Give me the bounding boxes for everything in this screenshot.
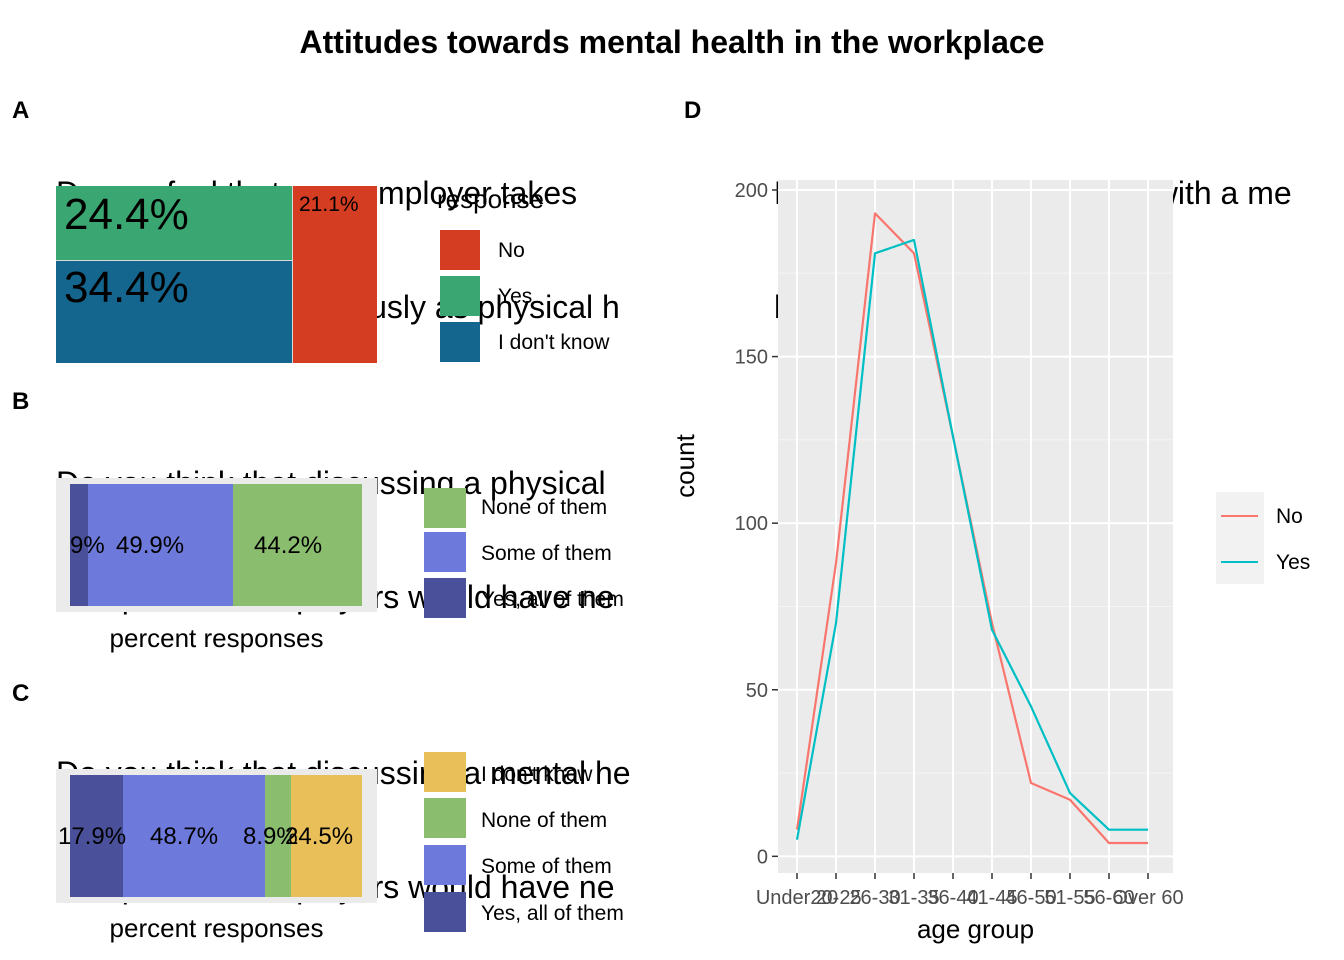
legend-a-key-no [440, 230, 480, 270]
x-tick-label: 41-45 [966, 887, 1017, 909]
x-tick-label: Over 60 [1112, 887, 1183, 909]
bar-c-label-some: 48.7% [150, 823, 219, 850]
y-tick-label: 0 [757, 846, 768, 868]
bar-c-label-none: 8.9% [243, 823, 298, 850]
legend-b-key-some [424, 532, 466, 572]
treemap-tile-no: 21.1% [293, 186, 377, 363]
bar-c-yes-all [70, 775, 123, 897]
legend-d-key-no [1221, 515, 1258, 517]
bar-b-none [233, 484, 362, 606]
panel-d-plot-bg [778, 180, 1173, 873]
x-tick-label: 31-35 [888, 887, 939, 909]
x-tick-label: 56-60 [1083, 887, 1134, 909]
legend-b-key-all [424, 578, 466, 618]
legend-a-label-idk: I don't know [498, 331, 610, 354]
bar-b-some [88, 484, 233, 606]
x-tick-label: 51-55 [1044, 887, 1095, 909]
treemap-tile-idk: 34.4% [56, 261, 293, 363]
legend-c-label-none: None of them [481, 809, 608, 832]
bar-c-label-yes-all: 17.9% [58, 823, 127, 850]
x-tick-label: 20-25 [810, 887, 861, 909]
panel-label-c: C [12, 680, 30, 707]
legend-c-label-some: Some of them [481, 855, 612, 878]
legend-b-label-none: None of them [481, 496, 608, 519]
panel-d-ylabel-text: count [670, 434, 700, 498]
panel-d-ticks: 0 50 100 150 200 Under 2020-2526-3031-3536-40… [735, 180, 1184, 909]
bar-b-label-none: 44.2% [254, 532, 323, 559]
panel-b-stacked-bar: 5.9% 49.9% 44.2% [70, 484, 362, 606]
legend-c-label-all: Yes, all of them [481, 902, 624, 925]
panel-d-xlabel: age group [916, 914, 1035, 944]
panel-d-ylabel: count [670, 416, 701, 516]
bar-b-yes-all [70, 484, 88, 606]
bar-b-label-some: 49.9% [116, 532, 185, 559]
series-line-yes [795, 238, 1148, 840]
x-tick-label: 46-50 [1005, 887, 1056, 909]
panel-c-stacked-bar [70, 775, 362, 897]
legend-d-label-no: No [1276, 505, 1303, 528]
panel-d-axes [772, 189, 1149, 879]
legend-a-label-no: No [498, 239, 525, 262]
legend-a-key-idk [440, 322, 480, 362]
legend-b-key-none [424, 488, 466, 528]
panel-b-xlabel: percent responses [109, 623, 324, 653]
bar-c-none [265, 775, 291, 897]
panel-a-treemap: 24.4% 34.4% 21.1% [56, 186, 377, 363]
panel-label-d: D [684, 97, 702, 124]
x-tick-label: 36-40 [927, 887, 978, 909]
y-tick-label: 150 [735, 347, 768, 369]
legend-c-key-none [424, 798, 466, 838]
legend-c-key-idk [424, 752, 466, 792]
legend-a-label-yes: Yes [498, 285, 533, 308]
main-title: Attitudes towards mental health in the w… [299, 24, 1045, 60]
y-tick-label: 50 [746, 680, 768, 702]
legend-c-label-idk: I don't know [481, 763, 593, 786]
panel-label-a: A [12, 97, 30, 124]
legend-b-label-all: Yes, all of them [481, 588, 624, 611]
legend-a-key-yes [440, 276, 480, 316]
legend-c-key-some [424, 845, 466, 885]
legend-d-label-yes: Yes [1276, 551, 1311, 574]
x-tick-label: Under 20 [756, 887, 838, 909]
bar-b-label-yes-all: 5.9% [70, 532, 105, 559]
treemap-label-no: 21.1% [299, 193, 359, 216]
treemap-label-idk: 34.4% [64, 263, 189, 312]
legend-b-label-some: Some of them [481, 542, 612, 565]
bar-c-idk [291, 775, 362, 897]
treemap-label-yes: 24.4% [64, 190, 189, 239]
legend-a-title: response [437, 184, 544, 214]
bar-c-label-idk: 24.5% [285, 823, 354, 850]
y-tick-label: 200 [735, 180, 768, 202]
panel-d-grid [778, 180, 1173, 873]
bar-c-some [123, 775, 265, 897]
x-tick-label: 26-30 [849, 887, 900, 909]
treemap-tile-yes: 24.4% [56, 186, 293, 261]
legend-d-keys-bg [1216, 492, 1264, 584]
legend-c-key-all [424, 892, 466, 932]
panel-label-b: B [12, 388, 30, 415]
panel-c-xlabel: percent responses [109, 913, 324, 943]
panel-d-series [795, 212, 1148, 845]
y-tick-label: 100 [735, 513, 768, 535]
legend-d-key-yes [1221, 561, 1258, 563]
